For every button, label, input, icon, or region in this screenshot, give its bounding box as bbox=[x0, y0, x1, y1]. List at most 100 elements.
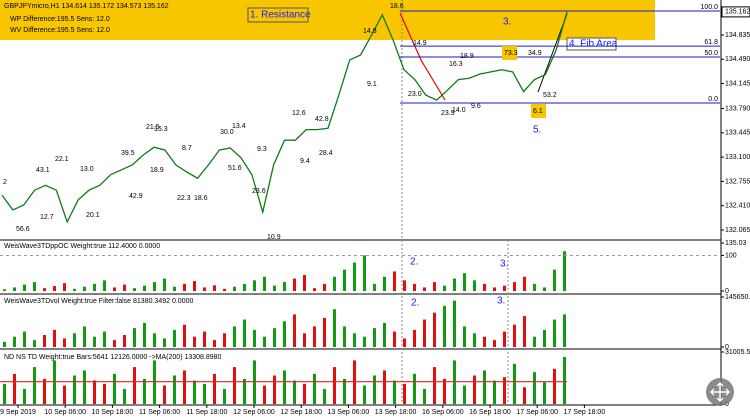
volume-bar bbox=[353, 262, 356, 291]
volume-bar bbox=[153, 333, 156, 347]
volume-bar bbox=[243, 378, 246, 404]
volume-bar bbox=[53, 286, 56, 291]
volume-bar bbox=[563, 314, 566, 347]
volume-bar bbox=[363, 336, 366, 347]
volume-bar bbox=[253, 329, 256, 347]
resistance-label: 1. Resistance bbox=[250, 10, 311, 21]
volume-bar bbox=[143, 322, 146, 347]
volume-bar bbox=[363, 385, 366, 404]
volume-bar bbox=[423, 319, 426, 347]
wave-label: 28.4 bbox=[319, 150, 333, 157]
time-label: 9 Sep 2019 bbox=[0, 409, 36, 416]
volume-bar bbox=[523, 276, 526, 291]
volume-bar bbox=[303, 333, 306, 347]
volume-bar bbox=[323, 317, 326, 347]
wave-label: 34.9 bbox=[528, 50, 542, 57]
volume-bar bbox=[83, 286, 86, 291]
volume-bar bbox=[383, 276, 386, 291]
time-label: 13 Sep 18:00 bbox=[375, 409, 417, 416]
price-tick-label: 133.445 bbox=[725, 130, 750, 137]
wave-label: 56.6 bbox=[16, 226, 30, 233]
volume-bar bbox=[23, 331, 26, 347]
wave-label: 21.5 bbox=[146, 124, 160, 131]
volume-bar bbox=[193, 380, 196, 404]
volume-bar bbox=[493, 340, 496, 347]
volume-bar bbox=[343, 378, 346, 404]
volume-bar bbox=[433, 282, 436, 291]
volume-bar bbox=[373, 328, 376, 347]
wave-label: 23.9 bbox=[441, 110, 455, 117]
volume-bar bbox=[93, 336, 96, 347]
volume-bar bbox=[93, 380, 96, 404]
volume-bar bbox=[363, 255, 366, 291]
zoom-icon-arrows bbox=[709, 381, 731, 403]
volume-bar bbox=[393, 331, 396, 347]
volume-bar bbox=[463, 273, 466, 291]
volume-bar bbox=[13, 336, 16, 347]
wave-label: 73.3 bbox=[504, 50, 518, 57]
wave-label: 12.7 bbox=[40, 214, 54, 221]
volume-bar bbox=[103, 383, 106, 404]
volume-bar bbox=[493, 287, 496, 291]
wave-label: 13.0 bbox=[80, 166, 94, 173]
volume-bar bbox=[283, 282, 286, 291]
volume-bar bbox=[43, 288, 46, 291]
wave-label: 22.1 bbox=[55, 156, 69, 163]
volume-bar bbox=[203, 331, 206, 347]
volume-bar bbox=[443, 285, 446, 291]
volume-bar bbox=[183, 324, 186, 347]
volume-bar bbox=[83, 370, 86, 404]
wave-label: 10.9 bbox=[267, 234, 281, 241]
volume-bar bbox=[203, 287, 206, 291]
panel-label: WeisWave3TDvol Weight:true Filter:false … bbox=[4, 298, 193, 305]
volume-bar bbox=[473, 333, 476, 347]
resistance-zone bbox=[0, 0, 655, 40]
volume-bar bbox=[233, 286, 236, 291]
wave-label: 15.3 bbox=[154, 126, 168, 133]
volume-bar bbox=[483, 283, 486, 291]
volume-bar bbox=[473, 375, 476, 404]
wave-label: 30.0 bbox=[220, 129, 234, 136]
volume-bar bbox=[53, 329, 56, 347]
wave-label: 42.9 bbox=[129, 193, 143, 200]
volume-bar bbox=[83, 326, 86, 347]
fib-level-label: 61.8 bbox=[704, 39, 718, 46]
volume-bar bbox=[463, 385, 466, 404]
volume-bar bbox=[513, 363, 516, 404]
time-label: 13 Sep 06:00 bbox=[328, 409, 370, 416]
volume-bar bbox=[493, 380, 496, 404]
panel-tick-label: 145650.98 bbox=[725, 294, 750, 301]
wave-label: 14.8 bbox=[363, 28, 377, 35]
volume-bar bbox=[513, 324, 516, 347]
volume-bar bbox=[273, 285, 276, 291]
volume-bar bbox=[73, 333, 76, 347]
wave-mark: 3. bbox=[497, 296, 505, 307]
price-line bbox=[1, 11, 568, 224]
wave-label: 8.7 bbox=[182, 145, 192, 152]
volume-bar bbox=[303, 383, 306, 404]
volume-bar bbox=[563, 357, 566, 404]
volume-bar bbox=[33, 282, 36, 291]
volume-bar bbox=[223, 333, 226, 347]
volume-bar bbox=[213, 373, 216, 404]
volume-bar bbox=[523, 387, 526, 404]
wave-label: 22.3 bbox=[177, 195, 191, 202]
wave-label: 39.5 bbox=[121, 150, 135, 157]
volume-bar bbox=[173, 329, 176, 347]
volume-bar bbox=[193, 336, 196, 347]
time-label: 10 Sep 06:00 bbox=[44, 409, 86, 416]
wave-label: 2 bbox=[3, 179, 7, 186]
indicator-line: WV Difference:195.5 Sens: 12.0 bbox=[10, 27, 110, 34]
volume-bar bbox=[203, 383, 206, 404]
zoom-icon[interactable] bbox=[706, 378, 734, 406]
volume-bar bbox=[243, 283, 246, 291]
volume-bar bbox=[13, 373, 16, 404]
volume-bar bbox=[263, 276, 266, 291]
volume-bar bbox=[413, 283, 416, 291]
volume-bar bbox=[273, 375, 276, 404]
volume-bar bbox=[503, 331, 506, 347]
volume-bar bbox=[443, 378, 446, 404]
volume-bar bbox=[183, 370, 186, 404]
volume-bar bbox=[433, 367, 436, 404]
